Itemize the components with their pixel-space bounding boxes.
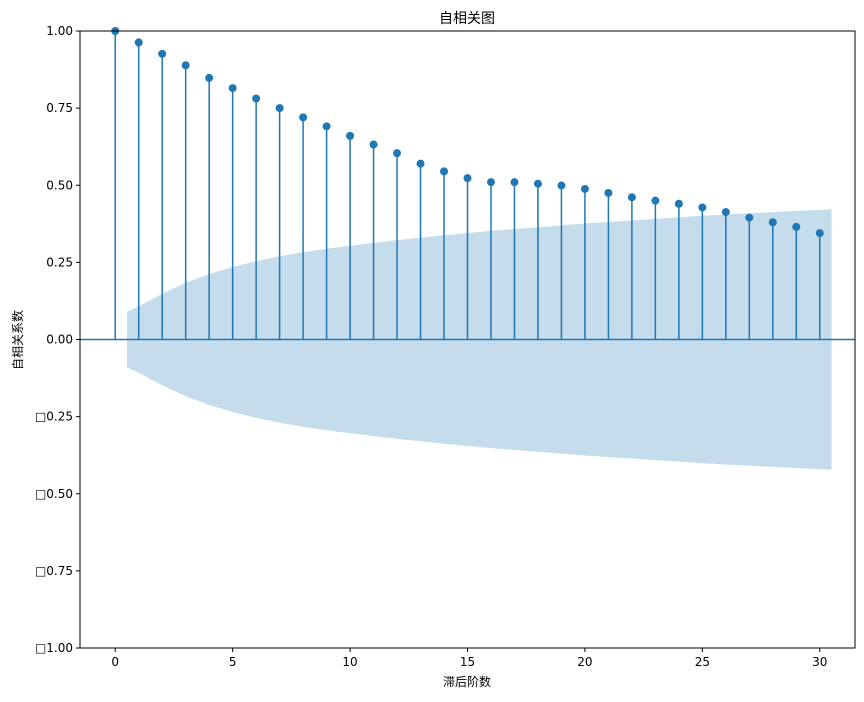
y-tick-label: □0.75 [35, 564, 73, 578]
x-tick-label: 30 [812, 655, 827, 669]
x-tick-label: 10 [342, 655, 357, 669]
x-axis-label: 滞后阶数 [443, 674, 491, 689]
stem-marker-lag-27 [745, 213, 754, 222]
x-tick-label: 25 [695, 655, 710, 669]
x-tick-label: 5 [229, 655, 237, 669]
y-tick-label: 0.50 [46, 178, 73, 192]
y-tick-label: 1.00 [46, 24, 73, 38]
stem-marker-lag-2 [158, 49, 167, 58]
stem-marker-lag-25 [698, 203, 707, 212]
stem-marker-lag-3 [181, 61, 190, 70]
x-tick-label: 20 [577, 655, 592, 669]
stem-marker-lag-23 [651, 196, 660, 205]
stem-marker-lag-28 [768, 218, 777, 227]
stem-marker-lag-16 [486, 178, 495, 187]
y-axis-label: 自相关系数 [10, 310, 25, 370]
stem-marker-lag-20 [580, 184, 589, 193]
stem-marker-lag-8 [299, 113, 308, 122]
stem-marker-lag-15 [463, 174, 472, 183]
y-tick-label: □0.50 [35, 487, 73, 501]
stem-marker-lag-10 [346, 131, 355, 140]
y-tick-label: □1.00 [35, 641, 73, 655]
x-tick-label: 15 [460, 655, 475, 669]
stem-marker-lag-7 [275, 104, 284, 113]
stem-marker-lag-17 [510, 178, 519, 187]
stem-marker-lag-6 [252, 94, 261, 103]
stem-marker-lag-24 [674, 199, 683, 208]
y-tick-label: 0.25 [46, 255, 73, 269]
stem-marker-lag-22 [627, 193, 636, 202]
stem-marker-lag-14 [440, 167, 449, 176]
stem-marker-lag-19 [557, 181, 566, 190]
y-tick-label: 0.75 [46, 101, 73, 115]
stem-marker-lag-13 [416, 159, 425, 168]
x-tick-label: 0 [111, 655, 119, 669]
chart-title: 自相关图 [439, 11, 495, 27]
stem-marker-lag-1 [134, 38, 143, 47]
stem-marker-lag-11 [369, 140, 378, 149]
plot-area: 0 5 10 15 20 25 30 1.00 0.75 0.50 0.25 0.00 □0.25 □0.… [35, 24, 856, 669]
stem-marker-lag-12 [393, 149, 402, 158]
y-tick-label: 0.00 [46, 333, 73, 347]
stem-marker-lag-29 [792, 222, 801, 231]
y-tick-label: □0.25 [35, 410, 73, 424]
stem-marker-lag-5 [228, 84, 237, 93]
stem-marker-lag-30 [815, 229, 824, 238]
stem-marker-lag-9 [322, 122, 331, 131]
stem-marker-lag-26 [721, 208, 730, 217]
stem-marker-lag-18 [533, 179, 542, 188]
stem-marker-lag-4 [205, 73, 214, 82]
stem-marker-lag-21 [604, 188, 613, 197]
